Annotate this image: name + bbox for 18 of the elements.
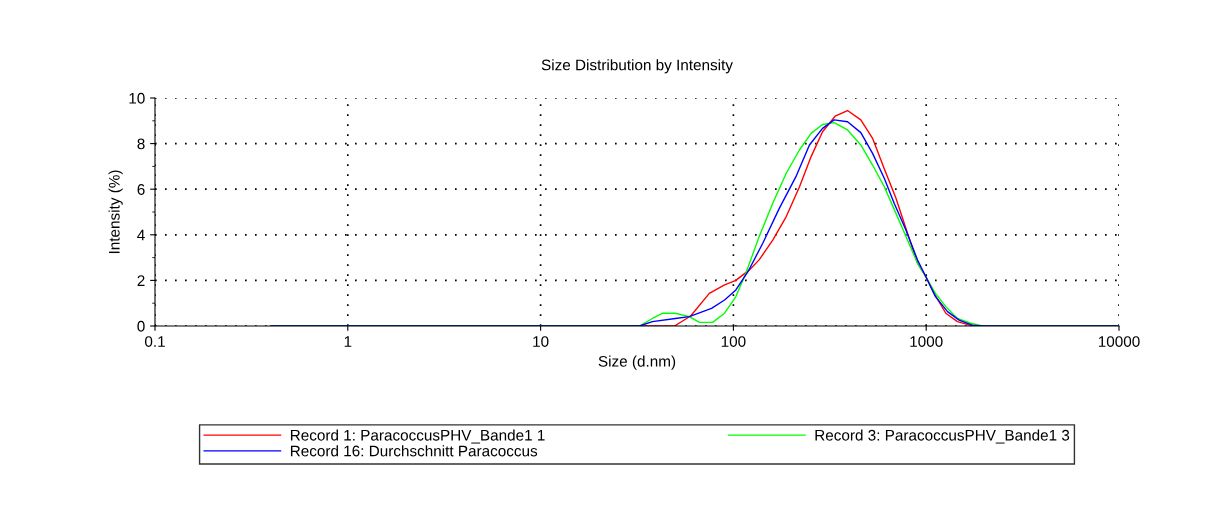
chart-title: Size Distribution by Intensity <box>541 59 733 74</box>
y-tick-label: 4 <box>137 229 145 241</box>
y-tick-label: 2 <box>137 275 145 286</box>
legend-label: Record 3: ParacoccusPHV_Bande1 3 <box>815 429 1070 444</box>
x-tick-label: 0.1 <box>144 336 165 347</box>
x-tick-label: 1000 <box>910 336 943 347</box>
y-tick-label: 8 <box>137 138 145 150</box>
x-tick-label: 10000 <box>1098 336 1140 347</box>
legend-label: Record 16: Durchschnitt Paracoccus <box>290 445 538 457</box>
y-tick-label: 6 <box>137 184 145 195</box>
x-tick-label: 100 <box>721 336 746 347</box>
x-tick-label: 1 <box>344 336 352 347</box>
y-tick-label: 0 <box>137 320 145 332</box>
x-axis-title: Size (d.nm) <box>598 355 676 370</box>
y-tick-label: 10 <box>129 92 145 104</box>
y-axis-title: Intensity (%) <box>108 170 123 254</box>
x-tick-label: 10 <box>533 336 549 347</box>
legend-label: Record 1: ParacoccusPHV_Bande1 1 <box>290 429 545 444</box>
